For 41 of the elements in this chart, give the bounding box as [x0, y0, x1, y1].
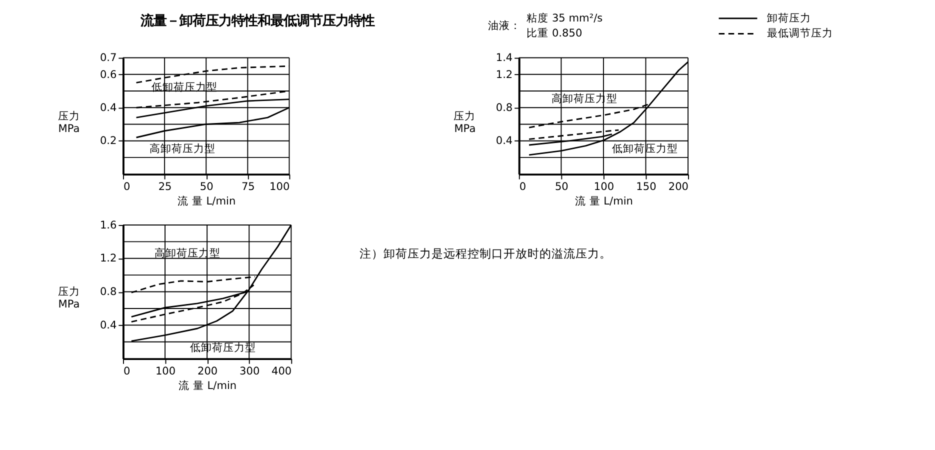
chart-title: 流量－卸荷压力特性和最低调节压力特性 — [139, 13, 374, 30]
y-tick-label: 1.6 — [100, 219, 118, 232]
x-tick-label: 50 — [554, 180, 569, 193]
y-tick-label: 1.4 — [496, 52, 513, 64]
y-axis-title: 压力 MPa — [58, 109, 80, 135]
y-tick-label: 0.8 — [496, 102, 513, 114]
y-tick-label: 0.2 — [100, 135, 117, 148]
x-tick-label: 75 — [241, 180, 255, 193]
y-tick-label: 0.4 — [100, 320, 118, 332]
x-tick-label: 300 — [240, 365, 260, 378]
x-axis-title: 流 量 L/min — [574, 194, 633, 208]
x-tick-label: 0 — [123, 365, 130, 378]
x-tick-label: 100 — [270, 180, 290, 193]
legend-label: 卸荷压力 — [766, 11, 811, 24]
y-tick-label: 0.6 — [100, 68, 118, 81]
x-tick-label: 0 — [123, 180, 130, 193]
y-axis-title: 压力 MPa — [58, 285, 80, 311]
y-axis-title: 压力 MPa — [454, 109, 476, 135]
x-tick-label: 50 — [200, 180, 214, 193]
y-tick-label: 0.8 — [100, 286, 117, 298]
text: 油液： — [488, 18, 522, 32]
x-tick-label: 0 — [519, 180, 526, 193]
x-axis-title: 流 量 L/min — [178, 194, 236, 208]
y-tick-label: 1.2 — [100, 252, 117, 265]
x-tick-label: 25 — [158, 180, 172, 193]
text: 注）卸荷压力是远程控制口开放时的溢流压力。 — [359, 246, 612, 261]
x-tick-label: 200 — [197, 365, 218, 378]
y-tick-label: 0.4 — [100, 102, 118, 114]
legend-label: 最低调节压力 — [766, 26, 833, 40]
y-tick-label: 0.7 — [100, 52, 117, 64]
x-tick-label: 100 — [594, 180, 614, 193]
x-tick-label: 100 — [155, 365, 176, 378]
x-tick-label: 150 — [636, 180, 657, 193]
y-tick-label: 0.4 — [496, 135, 513, 148]
text: 粘度 35 mm²/s — [526, 11, 603, 24]
x-tick-label: 400 — [271, 365, 292, 378]
annotation: 低卸荷压力型 — [612, 142, 678, 155]
x-tick-label: 200 — [668, 180, 689, 193]
text: 比重 0.850 — [526, 26, 582, 40]
y-tick-label: 1.2 — [496, 68, 513, 81]
x-axis-title: 流 量 L/min — [178, 378, 237, 392]
